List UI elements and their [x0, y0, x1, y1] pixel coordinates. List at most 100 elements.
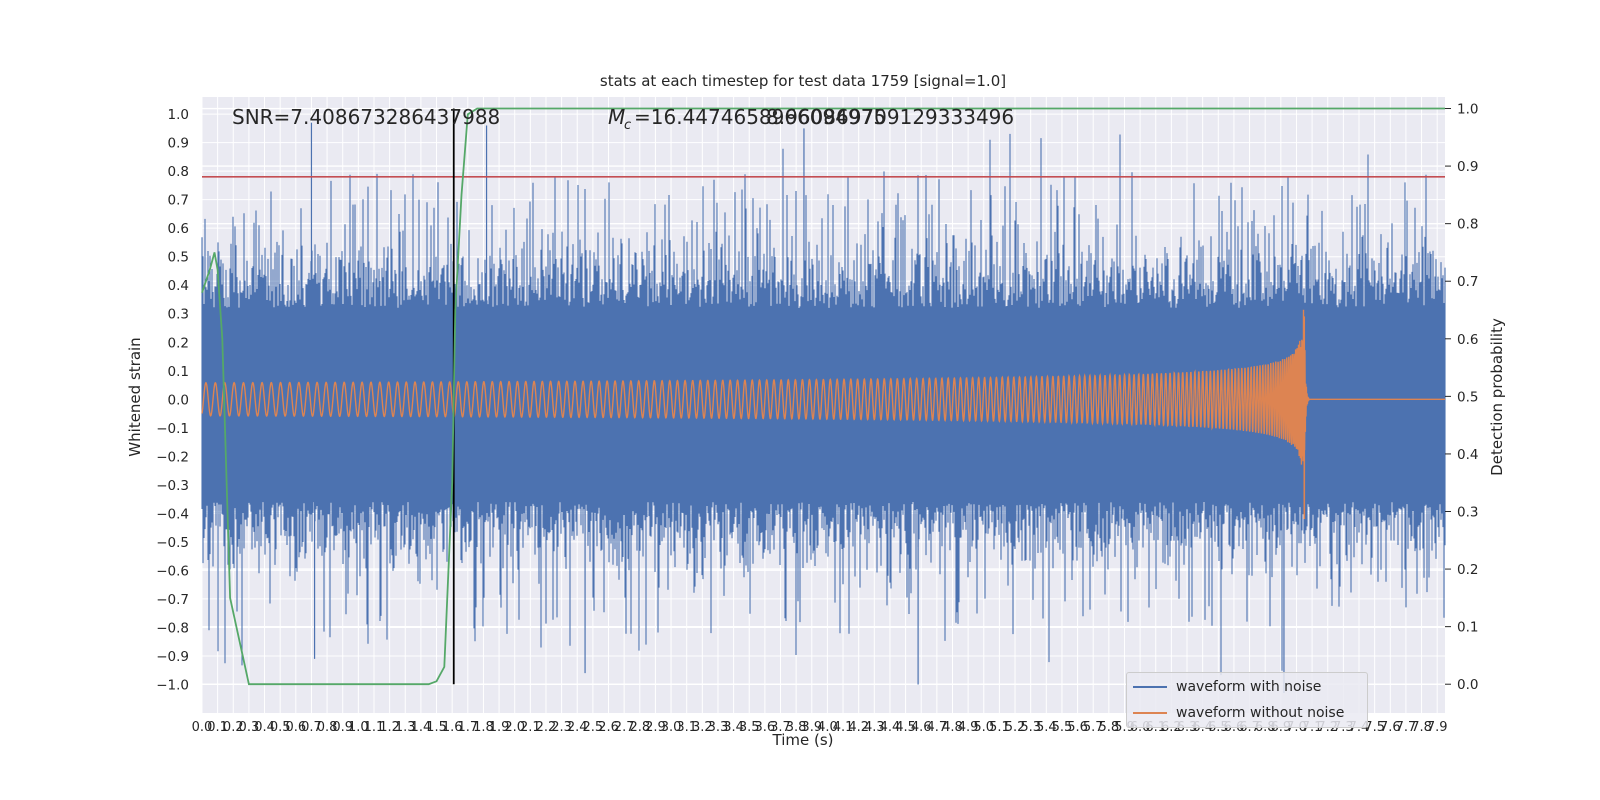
- x-tick-label: 3.9: [801, 720, 822, 735]
- right-y-tick-label: 0.5: [1457, 389, 1478, 405]
- y-axis-label-right: Detection probability: [1488, 318, 1506, 476]
- mc-symbol: M: [608, 105, 625, 129]
- left-y-tick-label: −0.9: [156, 649, 189, 665]
- x-tick-label: 3.0: [661, 720, 682, 735]
- x-tick-label: 4.3: [864, 720, 885, 735]
- legend-swatch-noise: [1133, 686, 1167, 688]
- x-tick-label: 5.8: [1098, 720, 1119, 735]
- x-axis-label: Time (s): [772, 731, 834, 749]
- x-tick-label: 3.2: [692, 720, 713, 735]
- x-tick-label: 1.3: [395, 720, 416, 735]
- x-tick-label: 1.0: [348, 720, 369, 735]
- mc-annotation: =16.4474658966094975: [634, 105, 886, 129]
- left-y-tick-label: −0.7: [156, 592, 189, 608]
- legend-item-clean: waveform without noise: [1133, 701, 1367, 725]
- x-tick-label: 4.9: [958, 720, 979, 735]
- right-y-tick-label: 0.7: [1457, 274, 1478, 290]
- x-tick-label: 1.6: [442, 720, 463, 735]
- x-tick-label: 3.4: [723, 720, 744, 735]
- right-y-tick-label: 0.1: [1457, 620, 1478, 636]
- right-y-tick-label: 1.0: [1457, 102, 1478, 118]
- left-y-tick-label: −0.8: [156, 620, 189, 636]
- x-tick-label: 0.7: [301, 720, 322, 735]
- left-y-tick-label: −0.2: [156, 449, 189, 465]
- x-tick-label: 5.1: [989, 720, 1010, 735]
- mc-overlap-annotation: 8.960869709129333496: [766, 105, 1014, 129]
- x-tick-label: 1.2: [379, 720, 400, 735]
- x-tick-label: 1.1: [364, 720, 385, 735]
- x-tick-label: 4.6: [911, 720, 932, 735]
- left-y-tick-label: 0.7: [168, 193, 189, 209]
- x-tick-label: 4.4: [880, 720, 901, 735]
- chirp-waveform-path: [201, 309, 1445, 465]
- left-y-axis-tick-labels: 1.0 0.9 0.8 0.7 0.6 0.5 0.4 0.3 0.2 0.1 0.0 −0.1 −0.…: [156, 107, 189, 693]
- chart-title: stats at each timestep for test data 175…: [600, 72, 1006, 90]
- x-tick-label: 0.5: [270, 720, 291, 735]
- x-tick-label: 3.5: [739, 720, 760, 735]
- x-tick-label: 1.9: [489, 720, 510, 735]
- right-y-tick-label: 0.6: [1457, 332, 1478, 348]
- legend-label-noise: waveform with noise: [1176, 679, 1322, 695]
- x-tick-label: 7.8: [1411, 720, 1432, 735]
- x-tick-label: 3.1: [676, 720, 697, 735]
- x-tick-label: 5.6: [1067, 720, 1088, 735]
- left-y-tick-label: −0.1: [156, 421, 189, 437]
- x-tick-label: 3.7: [770, 720, 791, 735]
- left-y-tick-label: 0.8: [168, 164, 189, 180]
- x-tick-label: 5.7: [1083, 720, 1104, 735]
- x-tick-label: 5.2: [1005, 720, 1026, 735]
- x-tick-label: 7.5: [1364, 720, 1385, 735]
- x-tick-label: 2.8: [629, 720, 650, 735]
- snr-annotation: SNR=7.408673286437988: [232, 105, 500, 129]
- x-tick-label: 0.1: [207, 720, 228, 735]
- right-y-tick-label: 0.8: [1457, 217, 1478, 233]
- x-tick-label: 0.8: [317, 720, 338, 735]
- left-y-tick-label: 0.9: [168, 136, 189, 152]
- x-tick-label: 0.0: [192, 720, 213, 735]
- x-tick-label: 0.6: [285, 720, 306, 735]
- left-y-tick-label: 0.2: [168, 335, 189, 351]
- x-tick-label: 0.4: [254, 720, 275, 735]
- x-tick-label: 4.7: [927, 720, 948, 735]
- mc-subscript: c: [624, 118, 631, 133]
- legend-label-clean: waveform without noise: [1176, 705, 1345, 721]
- x-tick-label: 2.0: [504, 720, 525, 735]
- x-tick-label: 2.1: [520, 720, 541, 735]
- series-waveform-with-noise: [201, 122, 1446, 694]
- x-tick-label: 2.7: [614, 720, 635, 735]
- left-y-tick-label: −0.4: [156, 506, 189, 522]
- x-tick-label: 0.2: [223, 720, 244, 735]
- left-y-tick-label: 0.4: [168, 278, 189, 294]
- x-tick-label: 4.5: [895, 720, 916, 735]
- legend: waveform with noise waveform without noi…: [1126, 672, 1368, 728]
- x-tick-label: 2.9: [645, 720, 666, 735]
- x-tick-label: 4.1: [833, 720, 854, 735]
- legend-item-noise: waveform with noise: [1133, 675, 1367, 699]
- series-waveform-without-noise: [201, 309, 1445, 520]
- x-tick-label: 2.5: [583, 720, 604, 735]
- left-y-tick-label: 1.0: [168, 107, 189, 123]
- right-y-tick-label: 0.3: [1457, 505, 1478, 521]
- x-tick-label: 3.6: [755, 720, 776, 735]
- x-tick-label: 5.5: [1052, 720, 1073, 735]
- left-y-tick-label: 0.3: [168, 307, 189, 323]
- x-tick-label: 4.2: [848, 720, 869, 735]
- right-y-tick-label: 0.2: [1457, 562, 1478, 578]
- right-y-axis-tick-labels: 1.0 0.9 0.8 0.7 0.6 0.5 0.4 0.3 0.2 0.1 0.0: [1445, 102, 1478, 693]
- left-y-tick-label: 0.6: [168, 221, 189, 237]
- x-tick-label: 0.9: [332, 720, 353, 735]
- x-tick-label: 4.0: [817, 720, 838, 735]
- x-tick-label: 5.0: [973, 720, 994, 735]
- x-tick-label: 4.8: [942, 720, 963, 735]
- x-tick-label: 2.2: [536, 720, 557, 735]
- x-tick-label: 7.9: [1427, 720, 1448, 735]
- left-y-tick-label: −0.3: [156, 478, 189, 494]
- left-y-tick-label: 0.1: [168, 364, 189, 380]
- x-tick-label: 1.5: [426, 720, 447, 735]
- left-y-tick-label: −0.5: [156, 535, 189, 551]
- left-y-tick-label: −1.0: [156, 677, 189, 693]
- x-tick-label: 1.4: [411, 720, 432, 735]
- x-tick-label: 5.3: [1020, 720, 1041, 735]
- x-tick-label: 1.7: [457, 720, 478, 735]
